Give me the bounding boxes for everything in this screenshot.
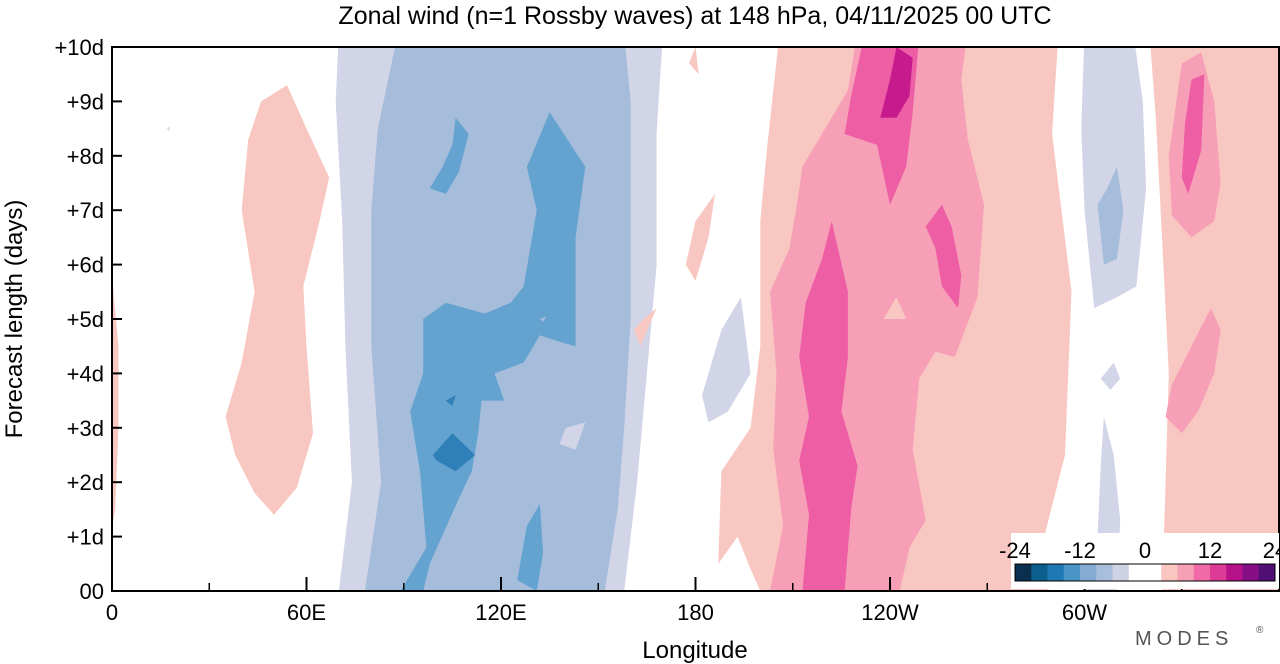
colorbar-tick-label: 24 — [1263, 538, 1280, 563]
colorbar-swatch — [1226, 564, 1243, 581]
contour-region-neg3 — [702, 297, 751, 423]
y-tick-label: +9d — [67, 89, 104, 114]
colorbar-swatch — [1112, 564, 1130, 581]
x-tick-label: 180 — [677, 600, 714, 625]
chart-title: Zonal wind (n=1 Rossby waves) at 148 hPa… — [338, 2, 1051, 30]
colorbar-swatch — [1128, 564, 1146, 581]
contour-region-pos9 — [1181, 74, 1205, 194]
modes-logo: MODES — [1135, 628, 1233, 650]
axis-ticks: 60E 120E 180 120W 60W000+1d+2d+3d+4d+5d+6d+7… — [54, 35, 1183, 625]
colorbar-border — [1014, 563, 1276, 582]
x-axis-label: Longitude — [642, 637, 747, 664]
contour-region-neg6 — [539, 316, 547, 322]
y-axis-label: Forecast length (days) — [1, 200, 28, 439]
colorbar-swatch — [1193, 564, 1211, 581]
x-tick-label: 120E — [475, 600, 526, 625]
contour-region-neg3 — [559, 422, 586, 450]
colorbar-swatch — [1145, 564, 1162, 581]
y-tick-label: +7d — [67, 198, 104, 223]
registered-mark: ® — [1256, 625, 1264, 636]
contour-region-neg12 — [445, 395, 456, 406]
colorbar-swatch — [1161, 564, 1178, 581]
colorbar-swatch — [1031, 564, 1048, 581]
contour-region-pos9 — [799, 221, 858, 591]
contour-region-pos3 — [225, 85, 330, 515]
colorbar-swatch — [1015, 564, 1032, 581]
contour-region-neg3 — [167, 125, 171, 132]
colorbar-swatch — [1258, 564, 1276, 581]
contour-region-neg9 — [400, 112, 586, 591]
y-tick-label: 00 — [80, 579, 104, 604]
colorbar-swatch — [1096, 564, 1113, 581]
y-tick-label: +6d — [67, 253, 104, 278]
y-tick-label: +2d — [67, 470, 104, 495]
contour-region-neg3 — [1081, 47, 1147, 309]
colorbar-tick-label: -24 — [999, 538, 1031, 563]
y-tick-label: +8d — [67, 144, 104, 169]
contour-region-pos3 — [685, 193, 715, 281]
colorbar-swatch — [1210, 564, 1227, 581]
colorbar-swatch — [1242, 564, 1260, 581]
colorbar-tick-label: 12 — [1198, 538, 1222, 563]
contour-region-pos9 — [925, 204, 962, 309]
y-tick-label: +4d — [67, 361, 104, 386]
colorbar-swatch — [1177, 564, 1195, 581]
contour-fill-layer — [112, 47, 1279, 591]
contour-region-pos3 — [633, 308, 657, 347]
contour-region-pos3 — [689, 47, 699, 75]
x-tick-label-zero: 0 — [106, 600, 118, 625]
y-tick-label: +1d — [67, 525, 104, 550]
contour-region-neg9 — [429, 117, 469, 194]
x-tick-label: 120W — [861, 600, 919, 625]
colorbar-swatch — [1047, 564, 1065, 581]
y-tick-label: +3d — [67, 416, 104, 441]
colorbar-tick-label: 0 — [1139, 538, 1151, 563]
contour-region-neg3 — [1100, 362, 1121, 390]
x-tick-label: 60E — [287, 600, 326, 625]
contour-region-pos3 — [112, 275, 119, 528]
colorbar-tick-label: -12 — [1064, 538, 1096, 563]
colorbar-swatch — [1080, 564, 1097, 581]
contour-region-neg6 — [1097, 166, 1124, 265]
contour-region-neg9 — [517, 504, 544, 591]
contour-region-neg12 — [432, 433, 476, 472]
y-tick-label: +5d — [67, 307, 104, 332]
colorbar-swatch — [1063, 564, 1081, 581]
contour-region-pos6 — [1165, 308, 1221, 434]
colorbar: -24 -12 0 12 24 — [999, 533, 1280, 589]
x-tick-label: 60W — [1062, 600, 1107, 625]
contour-region-pos3 — [883, 297, 907, 319]
contour-region-pos12 — [880, 47, 913, 118]
y-tick-label: +10d — [54, 35, 104, 60]
